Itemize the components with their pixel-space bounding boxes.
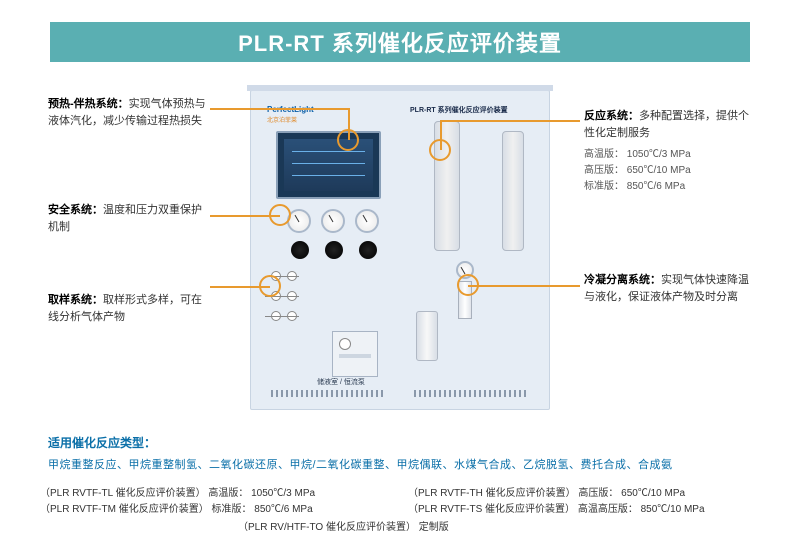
screen-content [284, 139, 373, 191]
pump-box [332, 331, 378, 377]
spec-line: 高压版： 650℃/10 MPa [584, 163, 754, 179]
footer-specs-left: （PLR RVTF-TL 催化反应评价装置） 高温版： 1050℃/3 MPa … [40, 486, 400, 518]
pump-slot [339, 354, 371, 358]
pressure-gauge [321, 209, 345, 233]
annotation-title: 安全系统： [48, 204, 103, 216]
annotation-sample: 取样系统：取样形式多样，可在线分析气体产物 [48, 292, 208, 325]
control-knob [325, 241, 343, 259]
lead-line [210, 108, 348, 110]
brand-logo: PerfectLight [267, 105, 314, 114]
device-illustration: PerfectLight 北京泊菲莱 储液室 / 恒流泵 PLR-RT 系列 [250, 90, 550, 410]
annotation-preheat: 预热-伴热系统：实现气体预热与液体汽化，减少传输过程热损失 [48, 96, 208, 129]
pressure-gauge [355, 209, 379, 233]
panel-right: PLR-RT 系列催化反应评价装置 [404, 101, 539, 401]
screen-graph-line [292, 163, 365, 164]
spec-line: 高温版： 1050℃/3 MPa [584, 147, 754, 163]
control-knob [291, 241, 309, 259]
separator-column [502, 131, 524, 251]
tube-line [265, 316, 299, 326]
annotation-reaction: 反应系统：多种配置选择，提供个性化定制服务 高温版： 1050℃/3 MPa 高… [584, 108, 754, 195]
screen-graph-line [292, 151, 365, 152]
title-bar: PLR-RT 系列催化反应评价装置 [50, 22, 750, 62]
brand-sub: 北京泊菲莱 [267, 115, 297, 124]
section-title-reactions: 适用催化反应类型： [48, 434, 156, 451]
annotation-title: 冷凝分离系统： [584, 274, 661, 286]
device-top-edge [247, 85, 553, 91]
annotation-title: 取样系统： [48, 294, 103, 306]
collection-vessel [416, 311, 438, 361]
annotation-title: 预热-伴热系统： [48, 98, 129, 110]
device-label-cn: PLR-RT 系列催化反应评价装置 [410, 105, 508, 115]
page-title: PLR-RT 系列催化反应评价装置 [238, 26, 562, 58]
annotation-safety: 安全系统：温度和压力双重保护机制 [48, 202, 208, 235]
pump-label: 储液室 / 恒流泵 [317, 377, 365, 387]
annotation-title: 反应系统： [584, 110, 639, 122]
control-knob [359, 241, 377, 259]
panel-left: PerfectLight 北京泊菲莱 储液室 / 恒流泵 [261, 101, 396, 401]
annotation-cooling: 冷凝分离系统：实现气体快速降温与液化，保证液体产物及时分离 [584, 272, 754, 305]
lead-line [440, 120, 580, 122]
pump-gauge [339, 338, 351, 350]
footer-specs-center: （PLR RV/HTF-TO 催化反应评价装置） 定制版 [238, 520, 598, 536]
spec-line: 标准版： 850℃/6 MPa [584, 179, 754, 195]
reaction-types-list: 甲烷重整反应、甲烷重整制氢、二氧化碳还原、甲烷/二氧化碳重整、甲烷偶联、水煤气合… [48, 456, 760, 472]
panel-vent [271, 390, 386, 397]
control-screen [276, 131, 381, 199]
panel-vent [414, 390, 529, 397]
footer-specs-right: （PLR RVTF-TH 催化反应评价装置） 高压版： 650℃/10 MPa … [408, 486, 788, 518]
tube-line [265, 296, 299, 306]
screen-graph-line [292, 175, 365, 176]
lead-line [468, 285, 580, 287]
